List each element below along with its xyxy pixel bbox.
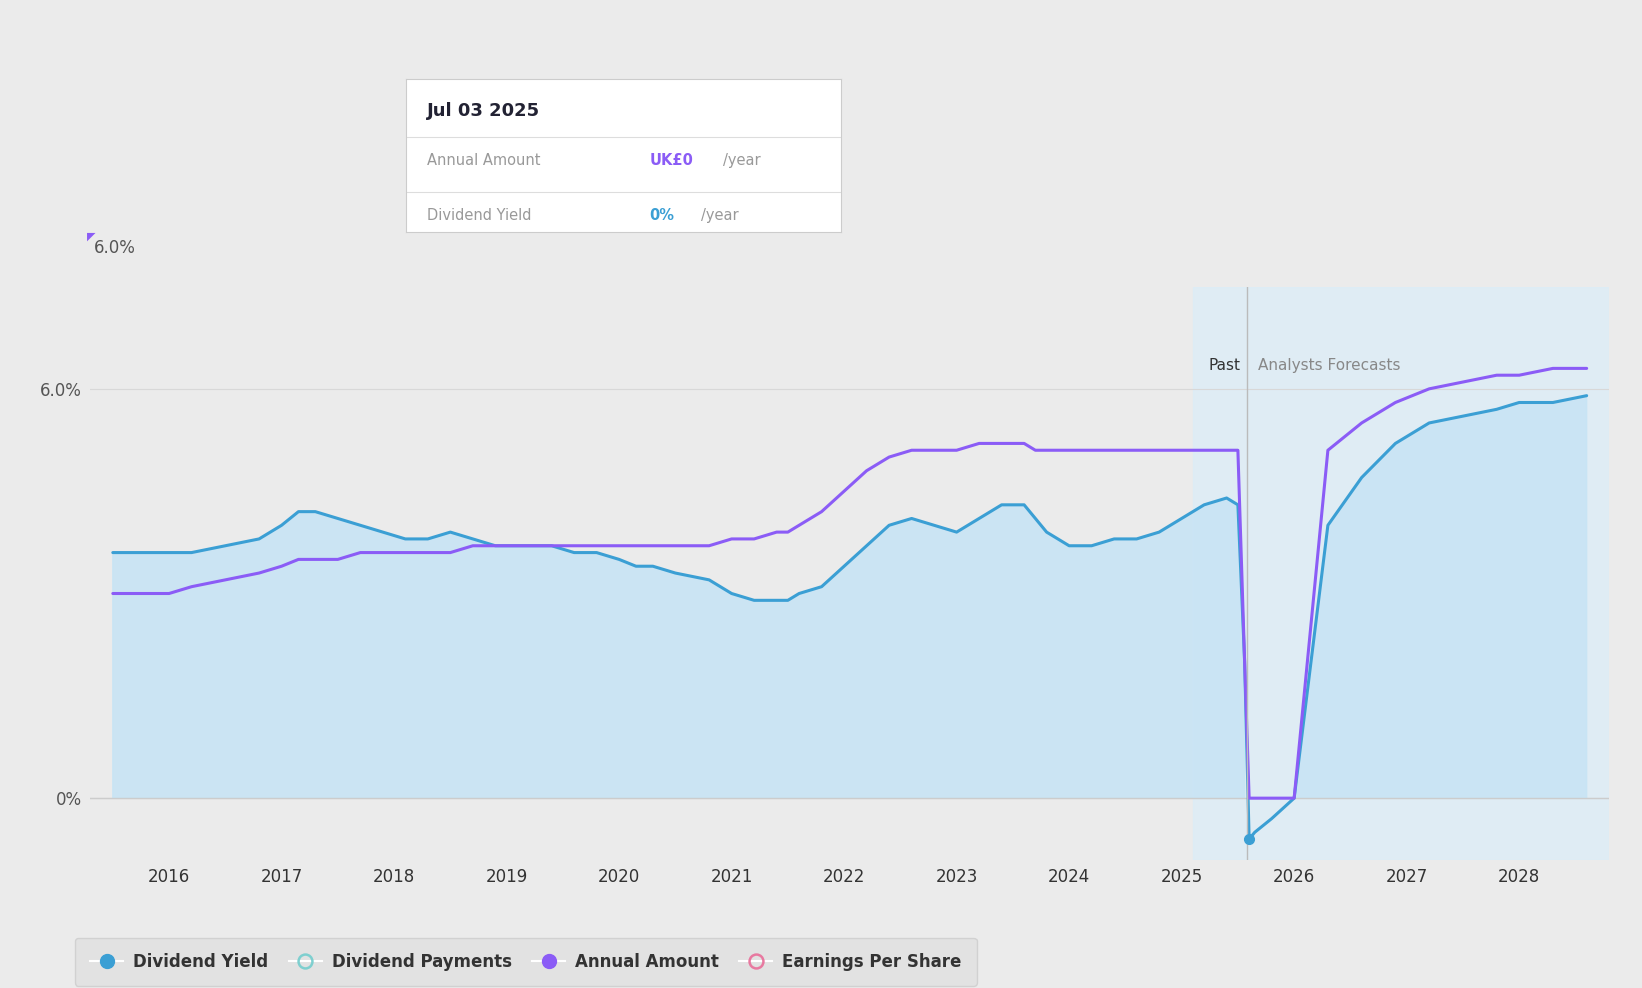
Legend: Dividend Yield, Dividend Payments, Annual Amount, Earnings Per Share: Dividend Yield, Dividend Payments, Annua… <box>76 938 977 986</box>
Bar <box>1192 287 1609 860</box>
Text: ◤: ◤ <box>87 232 95 242</box>
Text: /year: /year <box>722 152 760 168</box>
Text: 0%: 0% <box>649 207 675 222</box>
Text: Past: Past <box>1209 359 1240 373</box>
Text: 6.0%: 6.0% <box>94 239 136 257</box>
Text: Dividend Yield: Dividend Yield <box>427 207 532 222</box>
Text: Jul 03 2025: Jul 03 2025 <box>427 102 540 120</box>
Text: Annual Amount: Annual Amount <box>427 152 540 168</box>
Text: UK£0: UK£0 <box>649 152 693 168</box>
Text: Analysts Forecasts: Analysts Forecasts <box>1258 359 1401 373</box>
Text: /year: /year <box>701 207 739 222</box>
